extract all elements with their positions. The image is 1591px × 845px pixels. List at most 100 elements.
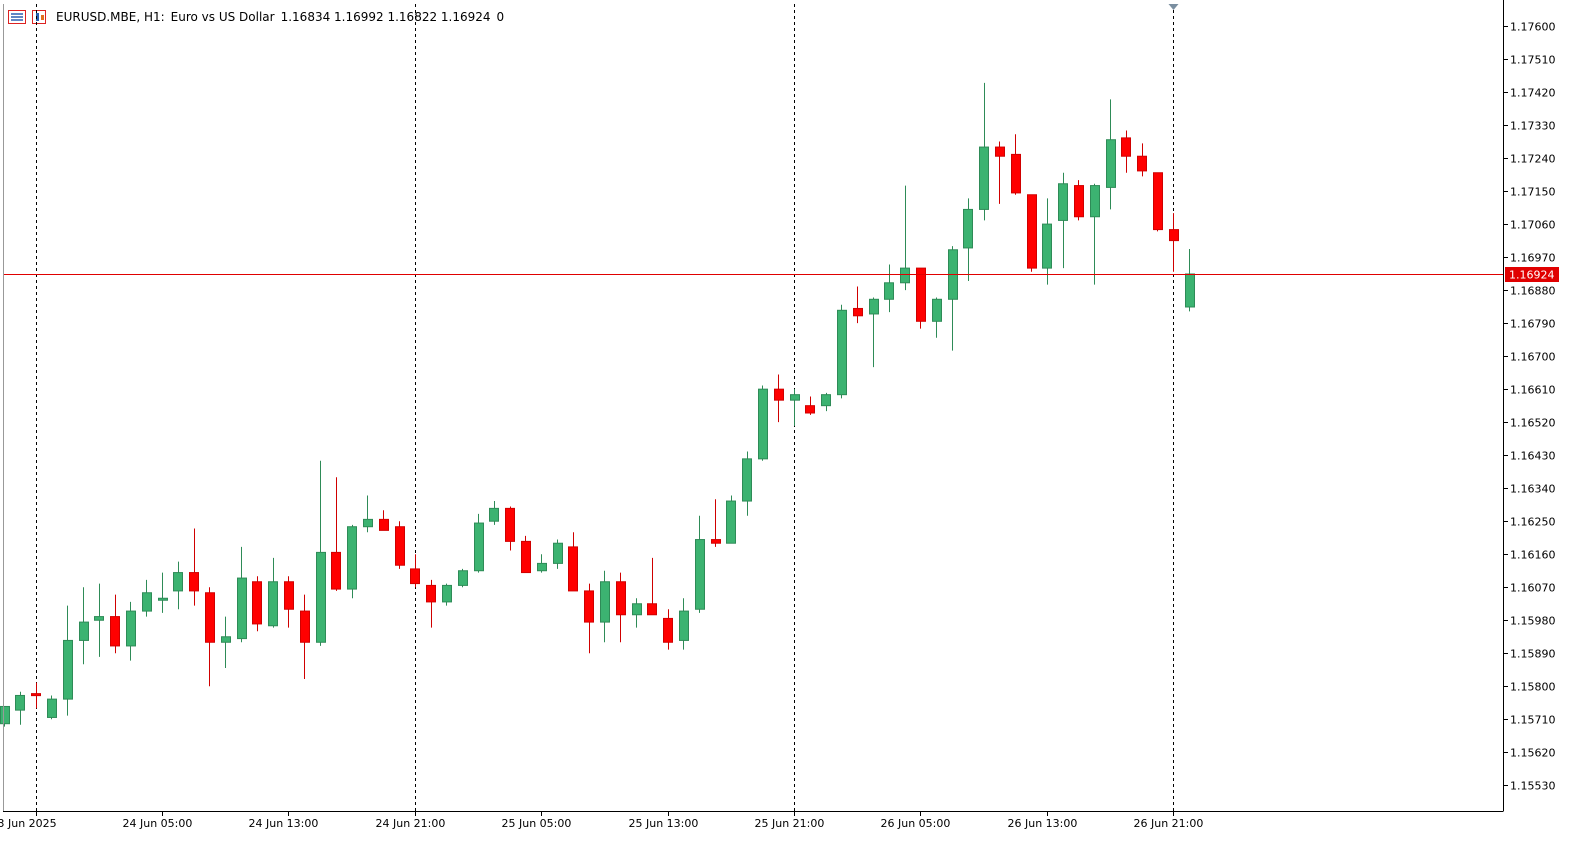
candle — [1090, 183, 1100, 285]
candle-body — [347, 526, 357, 590]
candle-body — [632, 603, 642, 616]
time-tick-label: 26 Jun 05:00 — [881, 817, 951, 830]
price-tick-label: 1.16610 — [1510, 384, 1556, 397]
candle-body — [758, 388, 768, 460]
candle — [995, 141, 1005, 204]
candle — [1153, 172, 1163, 232]
candle — [363, 495, 373, 533]
candles — [0, 82, 1195, 727]
candle — [537, 554, 547, 573]
candle — [647, 557, 657, 616]
candle-body — [379, 518, 389, 531]
candle — [758, 385, 768, 461]
candle — [584, 583, 594, 654]
candle — [284, 576, 294, 628]
candle — [410, 554, 420, 588]
candle — [663, 609, 673, 650]
candle-body — [1121, 137, 1131, 157]
candle — [1058, 172, 1068, 269]
candle-body — [853, 307, 863, 317]
menu-list-icon[interactable] — [8, 10, 26, 24]
candle-body — [63, 639, 73, 700]
price-tick-label: 1.16970 — [1510, 252, 1556, 265]
candle-body — [300, 610, 310, 643]
candle — [15, 691, 25, 725]
candle — [173, 561, 183, 610]
candle — [979, 82, 989, 221]
price-tick-label: 1.16430 — [1510, 450, 1556, 463]
candle — [458, 568, 468, 588]
candle-body — [1011, 153, 1021, 194]
candle — [63, 605, 73, 716]
candle-body — [584, 590, 594, 623]
price-tick-label: 1.16070 — [1510, 582, 1556, 595]
time-tick-label: 26 Jun 21:00 — [1134, 817, 1204, 830]
candle — [869, 297, 879, 368]
candle — [1011, 134, 1021, 195]
candle — [774, 374, 784, 423]
price-tick-label: 1.15530 — [1510, 780, 1556, 793]
candle-body — [1027, 194, 1037, 269]
time-tick-label: 23 Jun 2025 — [0, 817, 57, 830]
candle-body — [0, 705, 10, 725]
candle-body — [726, 500, 736, 544]
candle-body — [995, 146, 1005, 157]
candle-body — [963, 208, 973, 249]
price-tick-label: 1.17510 — [1510, 54, 1556, 67]
candle-body — [94, 616, 104, 621]
price-tick-label: 1.17330 — [1510, 120, 1556, 133]
candle-body — [284, 581, 294, 610]
candle-body — [1106, 139, 1116, 188]
price-tick-label: 1.15890 — [1510, 648, 1556, 661]
candle — [94, 583, 104, 657]
candle-body — [31, 693, 41, 697]
candle-body — [15, 694, 25, 711]
candle — [821, 392, 831, 412]
candle — [805, 396, 815, 415]
time-tick-label: 24 Jun 21:00 — [376, 817, 446, 830]
candle — [837, 304, 847, 399]
candle — [158, 572, 168, 613]
candle — [900, 185, 910, 291]
candle-body — [1153, 172, 1163, 231]
symbol-label: EURUSD.MBE, H1: — [56, 10, 165, 24]
current-price-badge: 1.16924 — [1505, 267, 1559, 282]
candle — [426, 579, 436, 628]
candle-body — [790, 394, 800, 401]
candle-body — [537, 562, 547, 572]
candle — [300, 594, 310, 679]
candle-body — [458, 570, 468, 586]
grid-lines — [36, 4, 1179, 811]
price-tick-label: 1.17420 — [1510, 87, 1556, 100]
candle-body — [742, 458, 752, 502]
price-tick-label: 1.16520 — [1510, 417, 1556, 430]
candle-body — [474, 522, 484, 572]
candle-body — [695, 539, 705, 610]
candle-body — [173, 572, 183, 592]
candle-body — [774, 388, 784, 401]
candle — [79, 587, 89, 665]
candle — [347, 524, 357, 599]
time-tick-label: 24 Jun 13:00 — [249, 817, 319, 830]
candle — [742, 451, 752, 516]
candle-body — [79, 621, 89, 641]
candle — [47, 695, 57, 720]
candle — [600, 570, 610, 643]
price-tick-label: 1.15980 — [1510, 615, 1556, 628]
candle-body — [553, 542, 563, 564]
candle-body — [568, 546, 578, 592]
time-tick-label: 24 Jun 05:00 — [123, 817, 193, 830]
candle-body — [805, 405, 815, 414]
time-tick-label: 26 Jun 13:00 — [1008, 817, 1078, 830]
candle — [884, 264, 894, 313]
candle-body — [1137, 155, 1147, 172]
candle — [711, 499, 721, 547]
candle-body — [110, 616, 120, 647]
price-tick-label: 1.16790 — [1510, 318, 1556, 331]
candle — [1042, 198, 1052, 285]
chart-window-icon[interactable] — [32, 10, 50, 24]
volume-value: 0 — [496, 10, 505, 24]
current-price-box — [1505, 267, 1559, 282]
